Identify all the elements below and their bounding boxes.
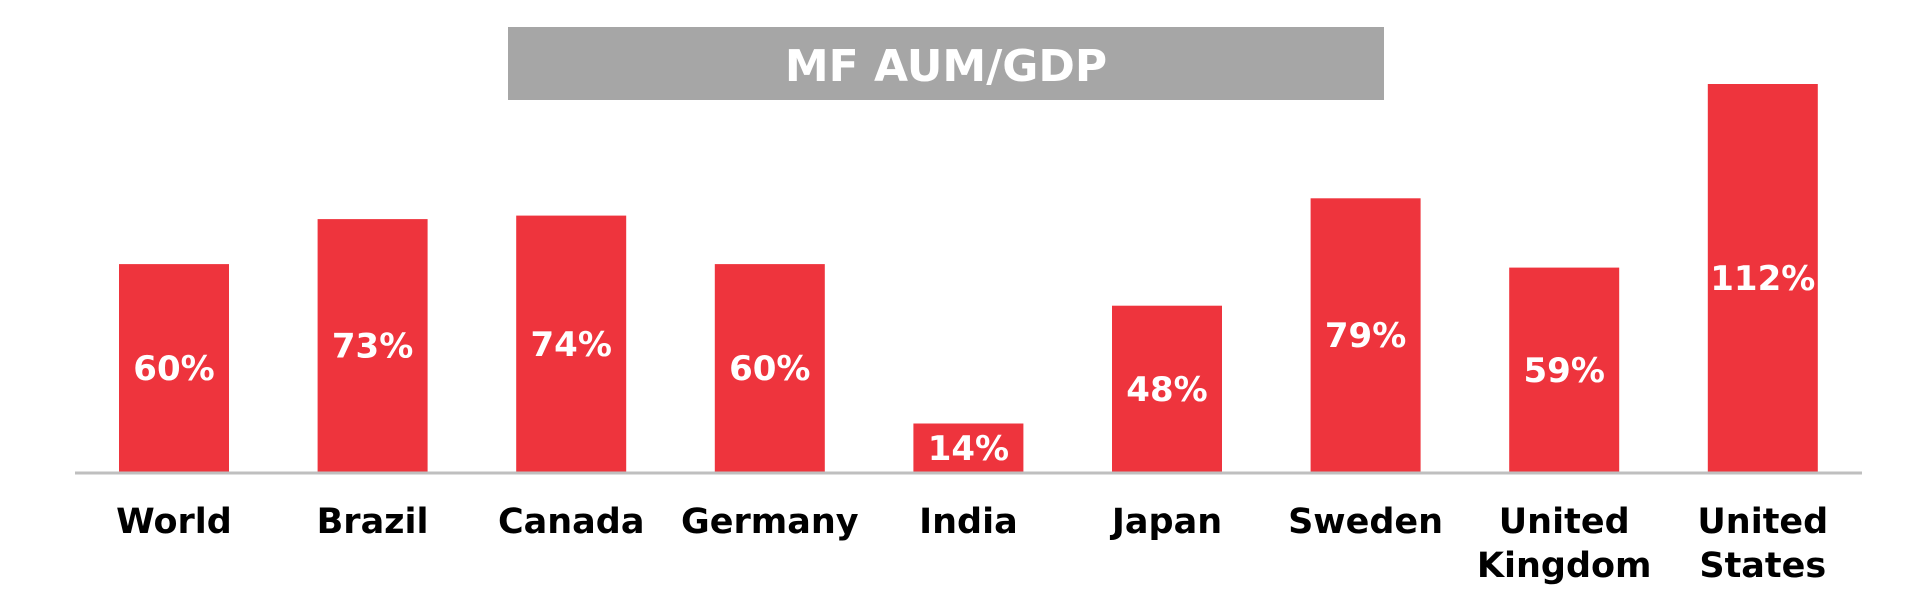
bar-canada (516, 215, 627, 472)
category-label-brazil: Brazil (317, 502, 429, 542)
category-labels-group: World Brazil Canada Germany India Japan Sweden… (116, 502, 1828, 586)
category-label-world: World (116, 502, 232, 542)
data-label-brazil: 73% (332, 327, 413, 367)
category-label-sweden: Sweden (1288, 502, 1443, 542)
category-label-germany: Germany (681, 502, 859, 542)
data-label-germany: 60% (729, 349, 810, 389)
bar-germany (714, 264, 825, 472)
data-label-united-states: 112% (1710, 259, 1815, 299)
data-label-united-kingdom: 59% (1524, 351, 1605, 391)
data-label-japan: 48% (1126, 370, 1207, 410)
bars-group: 60% 73% 74% 60% 14% 48% 79% 59% 112% (119, 84, 1818, 473)
chart-title: MF AUM/GDP (785, 41, 1107, 92)
bar-sweden (1310, 198, 1421, 473)
data-label-world: 60% (133, 349, 214, 389)
data-label-sweden: 79% (1325, 316, 1406, 356)
category-label-japan: Japan (1110, 502, 1222, 542)
bar-united-kingdom (1509, 267, 1620, 472)
category-label-united-states: United States (1697, 502, 1828, 586)
bar-world (119, 264, 229, 472)
bar-japan (1112, 305, 1222, 472)
category-label-united-kingdom: United Kingdom (1477, 502, 1652, 586)
bar-india (913, 423, 1024, 472)
chart-title-background (508, 27, 1384, 100)
data-label-india: 14% (928, 429, 1009, 469)
category-label-canada: Canada (498, 502, 645, 542)
bar-brazil (317, 219, 428, 472)
category-label-india: India (919, 502, 1018, 542)
bar-united-states (1707, 84, 1818, 472)
data-label-canada: 74% (531, 325, 612, 365)
